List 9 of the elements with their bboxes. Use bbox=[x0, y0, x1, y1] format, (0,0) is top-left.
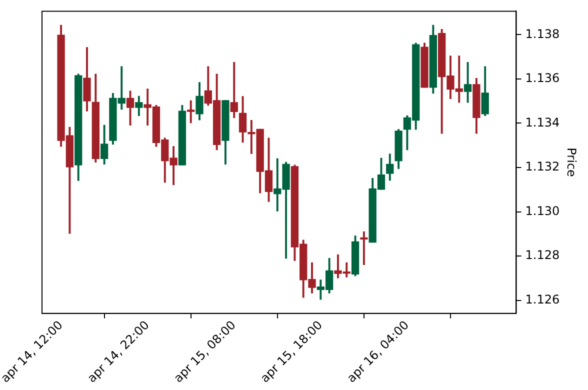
y-tick-label: 1.126 bbox=[525, 292, 560, 306]
y-axis-title: Price bbox=[564, 148, 579, 177]
y-tick-label: 1.130 bbox=[525, 204, 560, 218]
y-tick-label: 1.138 bbox=[525, 26, 560, 41]
candlestick bbox=[360, 231, 368, 266]
y-tick-label: 1.132 bbox=[525, 160, 560, 174]
y-tick-label: 1.134 bbox=[525, 115, 560, 130]
y-tick-label: 1.128 bbox=[525, 248, 560, 262]
y-tick-label: 1.136 bbox=[525, 71, 560, 86]
